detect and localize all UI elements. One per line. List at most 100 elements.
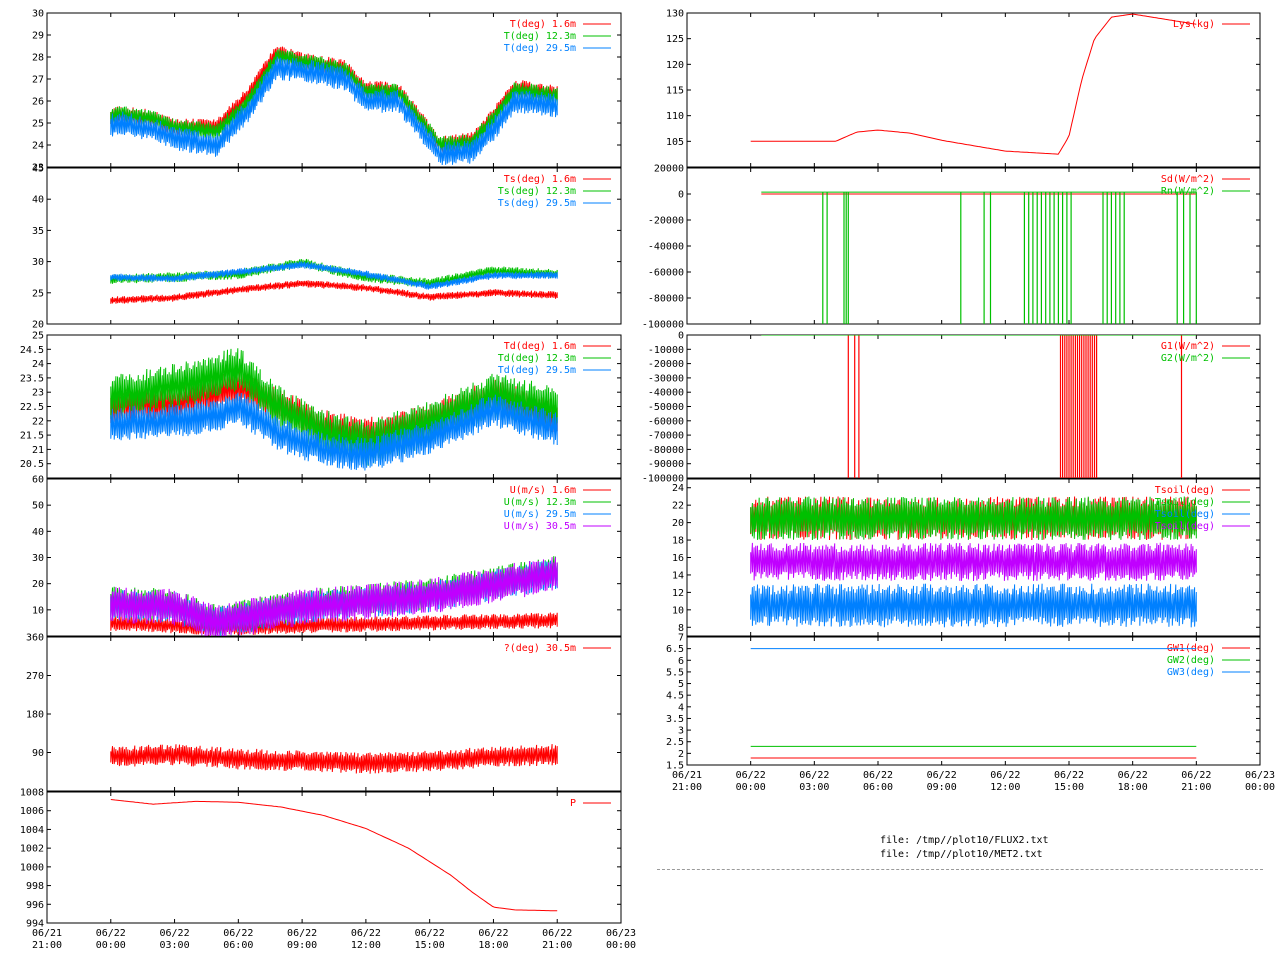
y-tick-label: 50 <box>32 501 44 512</box>
legend-label: U(m/s) 29.5m <box>504 509 576 520</box>
y-tick-label: 30 <box>32 9 44 20</box>
y-tick-label: 105 <box>666 137 684 148</box>
x-tick-label: 06/22 06:00 <box>863 770 893 793</box>
x-tick-label: 06/22 15:00 <box>415 928 445 951</box>
y-tick-label: 16 <box>672 553 684 564</box>
legend-label: G2(W/m^2) <box>1161 353 1215 364</box>
series-spikes <box>822 192 1197 324</box>
plot-frame <box>686 12 1261 168</box>
y-tick-label: 45 <box>32 164 44 175</box>
y-tick-label: 180 <box>26 710 44 721</box>
x-tick-label: 06/22 18:00 <box>478 928 508 951</box>
x-tick-label: 06/22 12:00 <box>351 928 381 951</box>
series-spikes <box>847 335 1183 478</box>
legend-label: T(deg) 29.5m <box>504 43 576 54</box>
legend-label: Tsoil(deg) <box>1155 485 1215 496</box>
y-tick-label: 1006 <box>20 806 44 817</box>
y-tick-label: -80000 <box>648 445 684 456</box>
legend-label: Tsoil(deg) <box>1155 509 1215 520</box>
y-tick-label: 25 <box>32 288 44 299</box>
y-tick-label: 6 <box>678 656 684 667</box>
legend-label: Tsoil(deg) <box>1155 521 1215 532</box>
series-line <box>110 744 558 774</box>
y-tick-label: 130 <box>666 9 684 20</box>
y-tick-label: 35 <box>32 226 44 237</box>
legend-label: U(m/s) 12.3m <box>504 497 576 508</box>
footer-divider <box>657 869 1263 870</box>
y-tick-label: -20000 <box>648 359 684 370</box>
y-tick-label: 25 <box>32 119 44 130</box>
x-tick-label: 06/21 21:00 <box>32 928 62 951</box>
series-line <box>110 392 558 471</box>
legend-label: U(m/s) 1.6m <box>510 485 576 496</box>
series-line <box>110 280 558 304</box>
x-tick-label: 06/22 09:00 <box>287 928 317 951</box>
x-tick-label: 06/22 15:00 <box>1054 770 1084 793</box>
file-path-flux: file: /tmp//plot10/FLUX2.txt <box>880 835 1049 846</box>
x-tick-label: 06/22 21:00 <box>542 928 572 951</box>
y-tick-label: -20000 <box>648 216 684 227</box>
series-line <box>750 13 1197 155</box>
y-tick-label: 60 <box>32 475 44 486</box>
y-tick-label: 996 <box>26 900 44 911</box>
y-tick-label: 1.5 <box>666 761 684 772</box>
y-tick-label: 24 <box>32 141 44 152</box>
y-tick-label: 22.5 <box>20 402 44 413</box>
x-tick-label: 06/22 18:00 <box>1118 770 1148 793</box>
legend-label: U(m/s) 30.5m <box>504 521 576 532</box>
y-tick-label: 22 <box>672 501 684 512</box>
y-tick-label: -70000 <box>648 431 684 442</box>
y-tick-label: 2.5 <box>666 737 684 748</box>
y-tick-label: 14 <box>672 570 684 581</box>
legend-label: Tsoil(deg) <box>1155 497 1215 508</box>
legend-label: Ts(deg) 1.6m <box>504 174 576 185</box>
y-tick-label: 3.5 <box>666 714 684 725</box>
y-tick-label: -40000 <box>648 242 684 253</box>
legend-label: Lys(kg) <box>1173 19 1215 30</box>
x-tick-label: 06/22 00:00 <box>96 928 126 951</box>
x-tick-label: 06/22 21:00 <box>1181 770 1211 793</box>
series-line <box>110 557 558 636</box>
legend-label: T(deg) 1.6m <box>510 19 576 30</box>
y-tick-label: 20 <box>32 320 44 331</box>
y-tick-label: 360 <box>26 633 44 644</box>
y-tick-label: 110 <box>666 111 684 122</box>
legend-label: Td(deg) 12.3m <box>498 353 576 364</box>
series-line <box>750 583 1197 628</box>
legend-label: GW2(deg) <box>1167 655 1215 666</box>
y-tick-label: 21 <box>32 445 44 456</box>
x-tick-label: 06/22 03:00 <box>160 928 190 951</box>
legend-label: Rn(W/m^2) <box>1161 186 1215 197</box>
y-tick-label: -10000 <box>648 345 684 356</box>
y-tick-label: 20000 <box>654 164 684 175</box>
x-tick-label: 06/22 03:00 <box>799 770 829 793</box>
y-tick-label: 20 <box>672 518 684 529</box>
legend-label: T(deg) 12.3m <box>504 31 576 42</box>
series-line <box>750 542 1197 582</box>
y-tick-label: -50000 <box>648 402 684 413</box>
y-tick-label: 30 <box>32 553 44 564</box>
y-tick-label: 0 <box>678 190 684 201</box>
y-tick-label: 21.5 <box>20 431 44 442</box>
y-tick-label: 10 <box>32 605 44 616</box>
y-tick-label: 90 <box>32 748 44 759</box>
y-tick-label: 4 <box>678 702 684 713</box>
y-tick-label: 994 <box>26 919 44 930</box>
y-tick-label: 125 <box>666 34 684 45</box>
y-tick-label: 40 <box>32 527 44 538</box>
y-tick-label: 24.5 <box>20 345 44 356</box>
legend-label: Ts(deg) 12.3m <box>498 186 576 197</box>
y-tick-label: -60000 <box>648 268 684 279</box>
y-tick-label: 1000 <box>20 862 44 873</box>
y-tick-label: 0 <box>678 331 684 342</box>
y-tick-label: -100000 <box>642 474 684 485</box>
file-list: file: /tmp//plot10/FLUX2.txt file: /tmp/… <box>880 834 1280 862</box>
y-tick-label: 12 <box>672 588 684 599</box>
y-tick-label: -40000 <box>648 388 684 399</box>
legend-label: ?(deg) 30.5m <box>504 643 576 654</box>
y-tick-label: 40 <box>32 195 44 206</box>
y-tick-label: 1008 <box>20 788 44 799</box>
legend-label: Sd(W/m^2) <box>1161 174 1215 185</box>
series-line <box>750 496 1197 541</box>
y-tick-label: 3 <box>678 726 684 737</box>
